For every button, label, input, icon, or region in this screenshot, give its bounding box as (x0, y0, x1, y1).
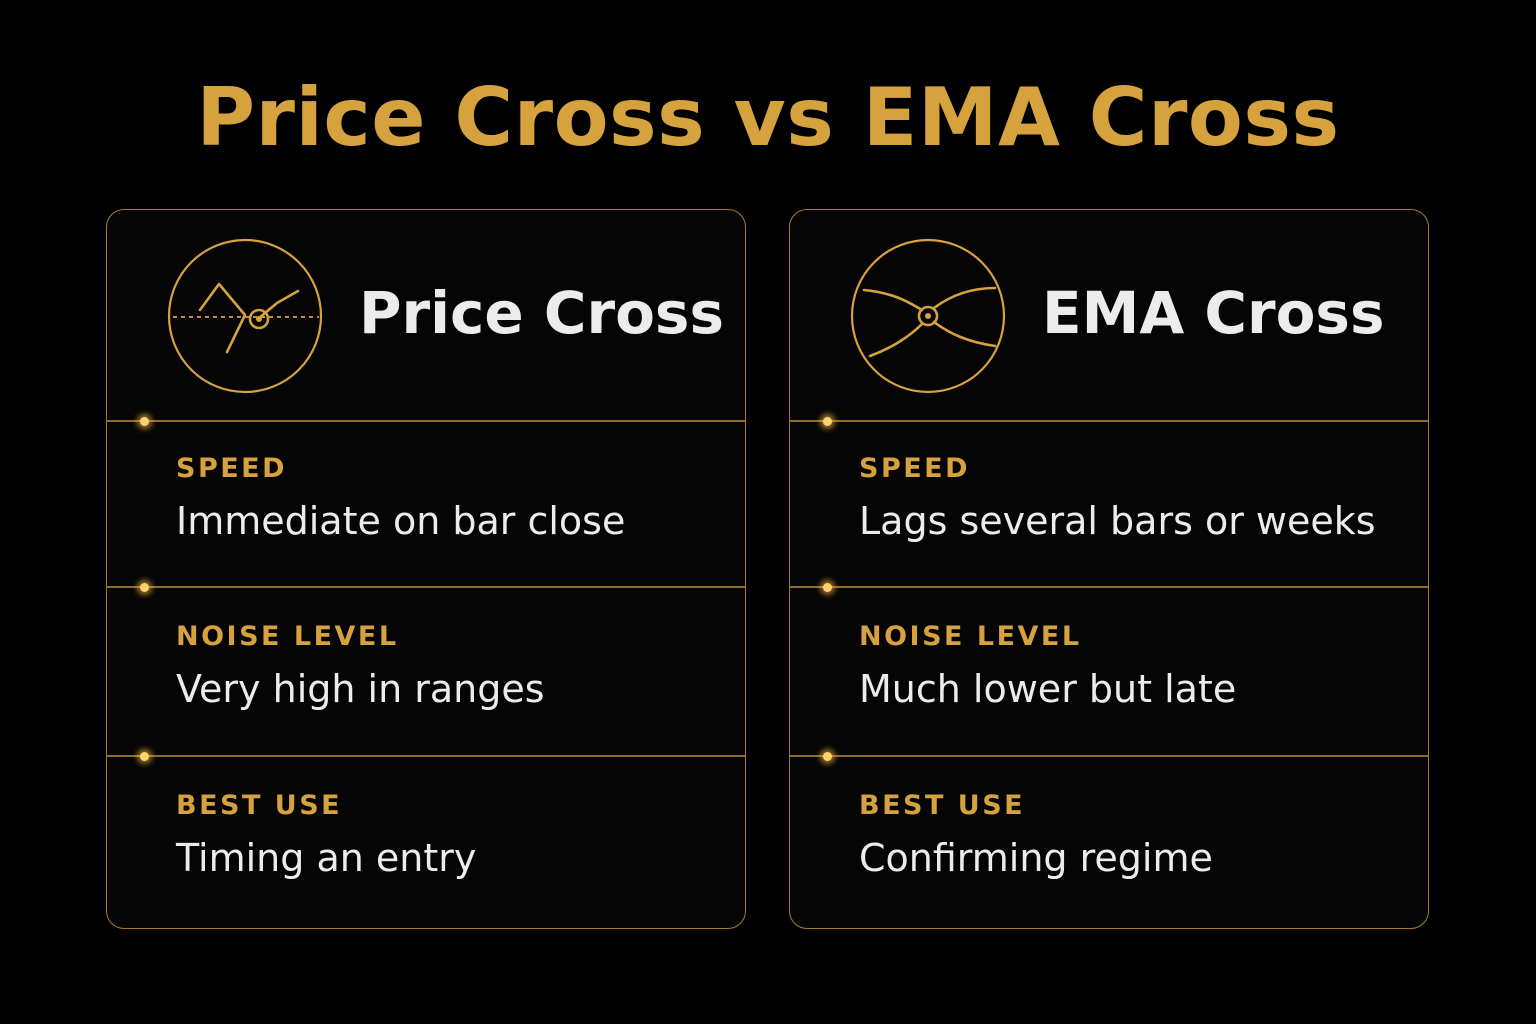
divider (107, 420, 745, 422)
card-header: Price Cross (107, 210, 745, 420)
ema-cross-card: EMA Cross SPEED Lags several bars or wee… (789, 209, 1429, 929)
row-value: Confirming regime (859, 836, 1213, 880)
row-label: BEST USE (176, 790, 343, 821)
divider-dot (823, 752, 832, 761)
row-value: Very high in ranges (176, 667, 545, 711)
card-title: Price Cross (359, 279, 724, 347)
ema-cross-icon (850, 238, 1006, 394)
row-best-use: BEST USE Confirming regime (859, 789, 1419, 881)
divider-dot (140, 583, 149, 592)
divider (107, 586, 745, 588)
card-title: EMA Cross (1042, 279, 1385, 347)
price-cross-icon (167, 238, 323, 394)
row-label: BEST USE (859, 790, 1026, 821)
row-value: Much lower but late (859, 667, 1237, 711)
row-speed: SPEED Lags several bars or weeks (859, 452, 1419, 544)
row-noise-level: NOISE LEVEL Much lower but late (859, 620, 1419, 712)
price-cross-card: Price Cross SPEED Immediate on bar close… (106, 209, 746, 929)
divider-dot (140, 752, 149, 761)
row-value: Immediate on bar close (176, 499, 626, 543)
row-value: Lags several bars or weeks (859, 499, 1376, 543)
row-label: SPEED (859, 453, 971, 484)
divider (790, 755, 1428, 757)
row-speed: SPEED Immediate on bar close (176, 452, 736, 544)
divider-dot (823, 417, 832, 426)
row-noise-level: NOISE LEVEL Very high in ranges (176, 620, 736, 712)
row-best-use: BEST USE Timing an entry (176, 789, 736, 881)
divider (790, 420, 1428, 422)
page-title: Price Cross vs EMA Cross (196, 71, 1340, 164)
row-label: NOISE LEVEL (176, 621, 399, 652)
divider (790, 586, 1428, 588)
divider-dot (140, 417, 149, 426)
row-label: NOISE LEVEL (859, 621, 1082, 652)
row-value: Timing an entry (176, 836, 477, 880)
row-label: SPEED (176, 453, 288, 484)
card-header: EMA Cross (790, 210, 1428, 420)
divider-dot (823, 583, 832, 592)
divider (107, 755, 745, 757)
